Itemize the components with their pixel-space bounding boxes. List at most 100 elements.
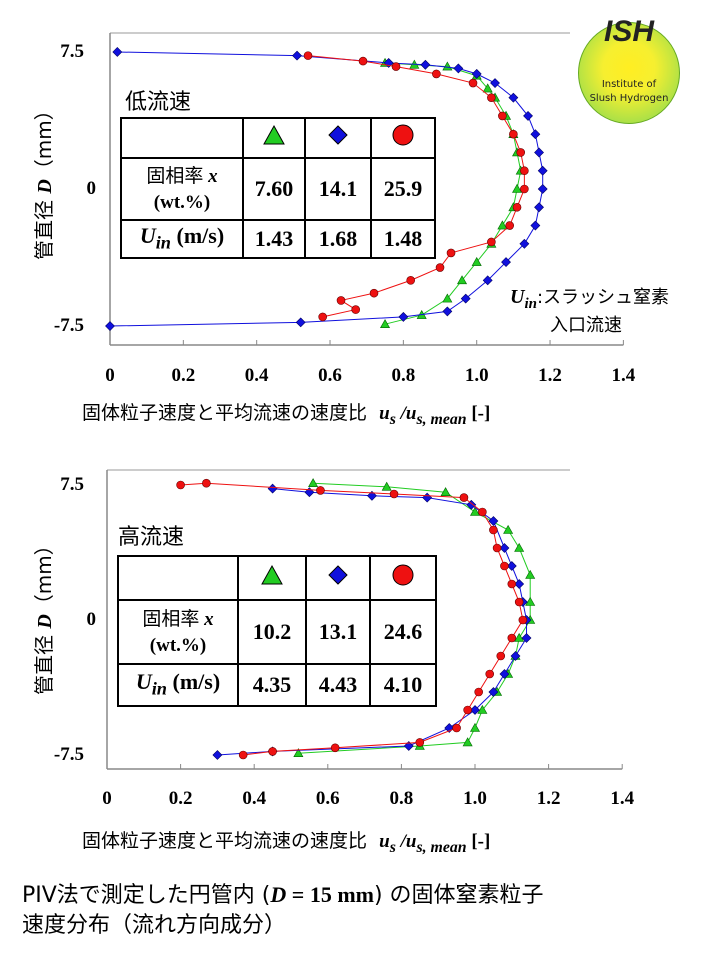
data-point-diamond (295, 317, 306, 328)
data-point-circle (336, 296, 346, 305)
data-point-circle (514, 597, 524, 607)
inlet-velocity-label: Uin (m/s) (120, 219, 244, 259)
legend-triangle (237, 555, 307, 601)
x-tick-label: 1.2 (536, 788, 561, 809)
inlet-velocity-label: Uin (m/s) (117, 663, 239, 707)
data-point-circle (492, 543, 502, 553)
x-tick-label: 0.6 (315, 788, 340, 809)
x-tick-label: 1.2 (538, 365, 562, 386)
figure-caption: PIV法で測定した円管内 (D = 15 mm) の固体窒素粒子 速度分布（流れ… (22, 882, 544, 938)
data-point-diamond (212, 750, 223, 760)
data-point-diamond (460, 293, 471, 304)
cell-uin: 1.43 (242, 219, 306, 259)
cell-x: 14.1 (304, 157, 372, 221)
y-tick-label: 7.5 (60, 40, 84, 62)
data-point-triangle (457, 275, 468, 285)
data-point-diamond (403, 741, 414, 751)
data-point-diamond (530, 129, 541, 140)
y-tick-label: 0 (86, 609, 97, 630)
data-point-diamond (521, 633, 532, 643)
data-point-circle (500, 561, 509, 571)
data-point-circle (507, 633, 517, 643)
data-point-circle (176, 480, 185, 490)
data-point-diamond (499, 669, 510, 679)
legend-circle (369, 555, 437, 601)
data-point-diamond (466, 499, 477, 510)
data-point-diamond (537, 165, 548, 176)
data-point-diamond (490, 78, 500, 88)
solid-fraction-label: 固相率 x (wt.%) (120, 157, 244, 221)
cell-uin: 4.10 (369, 663, 437, 707)
y-axis-title: 管直径 D（mm） (32, 535, 56, 695)
chart1-title: 低流速 (125, 90, 192, 115)
x-tick-label: 0 (105, 365, 115, 386)
legend-diamond (305, 555, 371, 601)
x-axis-title: 固体粒子速度と平均流速の速度比 us /us, mean [-] (82, 830, 491, 856)
data-point-triangle (514, 542, 525, 552)
data-point-triangle (442, 293, 453, 303)
data-point-circle (468, 78, 478, 88)
data-point-triangle (525, 569, 536, 579)
y-tick-label: -7.5 (53, 744, 84, 765)
data-point-triangle (308, 478, 319, 488)
x-tick-label: 0.2 (168, 788, 193, 809)
data-point-triangle (293, 748, 304, 758)
data-point-diamond (420, 59, 431, 70)
data-point-diamond (530, 220, 541, 231)
x-tick-label: 0 (102, 788, 112, 809)
data-point-circle (518, 615, 528, 625)
data-point-circle (238, 750, 248, 760)
data-point-triangle (514, 632, 525, 642)
x-tick-label: 1.4 (610, 788, 635, 809)
data-point-circle (498, 111, 507, 121)
data-point-circle (351, 305, 360, 314)
data-point-circle (463, 705, 472, 715)
x-tick-label: 1.0 (463, 788, 487, 809)
data-point-circle (520, 166, 529, 176)
legend-triangle (242, 117, 306, 159)
data-point-circle (516, 148, 526, 157)
data-point-diamond (292, 50, 302, 61)
data-point-circle (316, 486, 325, 495)
data-point-diamond (453, 63, 464, 74)
data-point-diamond (514, 579, 525, 589)
data-point-circle (485, 669, 495, 679)
x-tick-label: 0.8 (391, 365, 416, 386)
data-point-circle (415, 738, 425, 747)
cell-uin: 4.43 (305, 663, 371, 707)
data-point-triangle (469, 506, 481, 516)
ish-logo: ISH Institute of Slush Hydrogen (578, 15, 680, 124)
y-tick-label: -7.5 (53, 315, 84, 337)
data-point-circle (406, 276, 415, 285)
data-point-triangle (462, 737, 473, 747)
data-point-circle (509, 129, 518, 139)
data-point-circle (487, 93, 496, 102)
data-point-triangle (512, 183, 523, 193)
data-point-circle (330, 743, 340, 753)
data-point-diamond (367, 490, 377, 501)
legend-diamond (304, 117, 372, 159)
logo-line1: Institute of (601, 79, 657, 90)
cell-uin: 1.48 (370, 219, 436, 259)
data-point-circle (520, 184, 529, 194)
data-point-circle (389, 489, 399, 499)
data-point-diamond (534, 202, 544, 213)
cell-x: 7.60 (242, 157, 306, 221)
data-point-circle (452, 723, 461, 733)
solid-fraction-label: 固相率 x (wt.%) (117, 599, 239, 665)
data-point-diamond (488, 516, 499, 526)
cell-x: 25.9 (370, 157, 436, 221)
x-axis-title: 固体粒子速度と平均流速の速度比 us /us, mean [-] (82, 402, 491, 428)
data-point-circle (391, 62, 401, 71)
data-point-triangle (381, 481, 392, 491)
data-point-triangle (525, 596, 536, 606)
data-point-circle (474, 687, 483, 697)
data-point-diamond (501, 257, 511, 268)
y-tick-label: 7.5 (60, 474, 84, 495)
data-point-diamond (422, 492, 433, 503)
data-point-circle (446, 248, 456, 258)
data-point-diamond (112, 47, 123, 57)
data-point-circle (512, 202, 522, 212)
